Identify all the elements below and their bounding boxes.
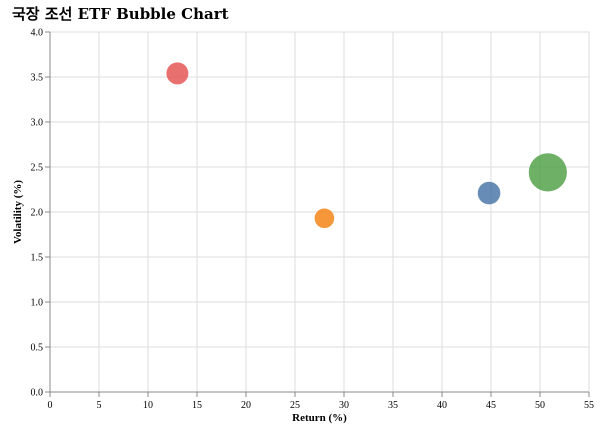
y-tick-label: 4.0 <box>31 28 44 39</box>
x-tick-label: 25 <box>290 400 300 411</box>
x-tick-label: 0 <box>48 400 53 411</box>
y-tick-label: 1.5 <box>31 253 44 264</box>
bubble-point-3 <box>477 181 501 205</box>
y-tick-label: 0.5 <box>31 343 44 354</box>
y-tick-label: 3.5 <box>31 73 44 84</box>
x-tick-label: 5 <box>97 400 102 411</box>
x-axis-ticks: 0 5 10 15 20 25 30 35 40 45 50 55 <box>48 392 594 411</box>
x-tick-label: 20 <box>241 400 251 411</box>
bubble-point-2 <box>314 208 335 229</box>
y-tick-label: 3.0 <box>31 118 44 129</box>
x-tick-label: 40 <box>437 400 447 411</box>
y-axis-ticks: 0.0 0.5 1.0 1.5 2.0 2.5 3.0 3.5 4.0 <box>31 28 50 399</box>
bubbles <box>166 62 567 229</box>
x-tick-label: 35 <box>388 400 398 411</box>
y-tick-label: 1.0 <box>31 298 44 309</box>
x-tick-label: 50 <box>535 400 545 411</box>
grid-lines <box>50 31 590 392</box>
x-tick-label: 15 <box>192 400 202 411</box>
x-tick-label: 45 <box>486 400 496 411</box>
x-tick-label: 10 <box>143 400 153 411</box>
y-tick-label: 2.5 <box>31 163 44 174</box>
chart-title: 국장 조선 ETF Bubble Chart <box>12 5 229 23</box>
bubble-point-1 <box>166 62 189 85</box>
y-axis-title: Volatility (%) <box>12 180 24 244</box>
x-tick-label: 30 <box>339 400 349 411</box>
bubble-point-4 <box>528 153 567 192</box>
y-tick-label: 2.0 <box>31 208 44 219</box>
y-tick-label: 0.0 <box>31 388 44 399</box>
x-tick-label: 55 <box>584 400 594 411</box>
x-axis-title: Return (%) <box>292 412 347 424</box>
